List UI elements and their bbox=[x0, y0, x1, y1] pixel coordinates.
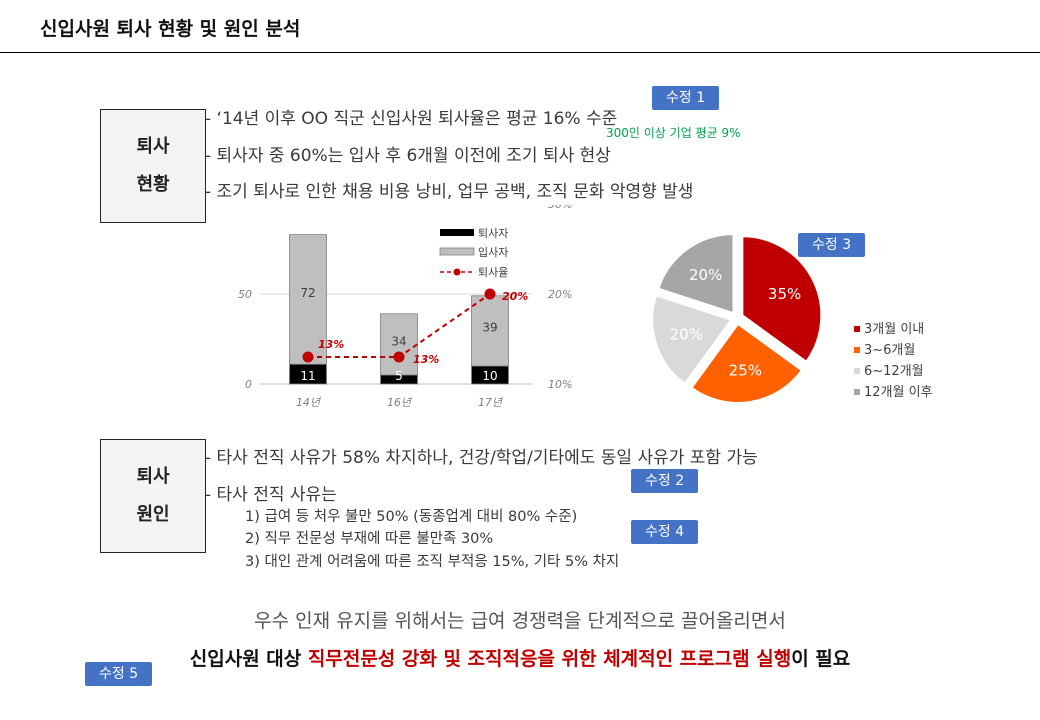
title-divider bbox=[0, 52, 1040, 53]
pie-legend-label: 3~6개월 bbox=[864, 343, 915, 358]
hire-resign-combo-chart: 0 50 10% 20% 30% 11 72 14년 5 34 16년 10 39 17년 13% 13% 20… bbox=[238, 205, 572, 409]
legend-label-hire: 입사자 bbox=[478, 246, 508, 259]
revision-badge-4[interactable]: 수정 4 bbox=[631, 520, 699, 544]
x-tick-label: 16년 bbox=[387, 396, 413, 409]
legend-label-rate: 퇴사율 bbox=[478, 266, 508, 279]
label-resign-count: 11 bbox=[300, 369, 315, 383]
label-hire-count: 72 bbox=[300, 286, 315, 300]
conclusion-line-1: 우수 인재 유지를 위해서는 급여 경쟁력을 단계적으로 끌어올리면서 bbox=[254, 610, 786, 632]
left-tick-label: 0 bbox=[245, 378, 252, 391]
bar-hire-16년 bbox=[380, 313, 418, 376]
x-tick-label: 17년 bbox=[478, 396, 504, 409]
pie-legend-swatch-0 bbox=[854, 326, 860, 332]
status-label-line1: 퇴사 bbox=[136, 136, 170, 157]
rate-label: 20% bbox=[502, 290, 528, 303]
pie-legend-swatch-3 bbox=[854, 389, 860, 395]
cause-section-label: 퇴사 원인 bbox=[100, 439, 206, 553]
cause-label-line2: 원인 bbox=[136, 504, 170, 525]
legend-marker-rate bbox=[453, 268, 461, 276]
left-tick-label: 50 bbox=[238, 288, 252, 301]
revision-badge-1[interactable]: 수정 1 bbox=[652, 86, 720, 110]
cause-bullet-1: - 타사 전직 사유가 58% 차지하나, 건강/학업/기타에도 동일 사유가 … bbox=[205, 448, 758, 468]
status-label-line2: 현황 bbox=[136, 174, 170, 195]
revision-badge-2[interactable]: 수정 2 bbox=[631, 469, 699, 493]
conclusion-suffix: 이 필요 bbox=[791, 648, 851, 670]
bar-hire-17년 bbox=[471, 295, 509, 367]
status-bullet-1: - ‘14년 이후 OO 직군 신입사원 퇴사율은 평균 16% 수준 bbox=[205, 109, 618, 129]
pie-value-label: 20% bbox=[689, 266, 722, 284]
conclusion-prefix: 신입사원 대상 bbox=[189, 648, 308, 670]
bar-hire-14년 bbox=[289, 234, 327, 365]
rate-label: 13% bbox=[318, 338, 344, 351]
legend-label-resign: 퇴사자 bbox=[478, 227, 508, 240]
pie-legend-label: 3개월 이내 bbox=[864, 322, 924, 337]
rate-point-14년 bbox=[302, 351, 314, 363]
pie-slice-1 bbox=[690, 322, 804, 404]
industry-average-note: 300인 이상 기업 평균 9% bbox=[606, 126, 741, 140]
label-hire-count: 34 bbox=[391, 334, 406, 348]
right-tick-label: 20% bbox=[548, 288, 572, 301]
legend-swatch-resign bbox=[440, 229, 474, 236]
status-bullet-2: - 퇴사자 중 60%는 입사 후 6개월 이전에 조기 퇴사 현상 bbox=[205, 146, 611, 166]
conclusion-highlight: 직무전문성 강화 및 조직적응을 위한 체계적인 프로그램 실행 bbox=[307, 648, 792, 670]
status-section-label: 퇴사 현황 bbox=[100, 109, 206, 223]
pie-legend-label: 12개월 이후 bbox=[864, 385, 933, 400]
cause-bullet-2: - 타사 전직 사유는 bbox=[205, 485, 337, 505]
cause-sub-item-2: 2) 직무 전문성 부재에 따른 불만족 30% bbox=[245, 531, 494, 547]
page-title: 신입사원 퇴사 현황 및 원인 분석 bbox=[40, 18, 301, 40]
pie-slice-3 bbox=[657, 233, 735, 315]
conclusion-line-2: 신입사원 대상 직무전문성 강화 및 조직적응을 위한 체계적인 프로그램 실행… bbox=[0, 644, 1040, 671]
pie-legend-swatch-1 bbox=[854, 347, 860, 353]
pie-legend-label: 6~12개월 bbox=[864, 364, 924, 379]
cause-sub-item-3: 3) 대인 관계 어려움에 따른 조직 부적응 15%, 기타 5% 차지 bbox=[245, 554, 620, 570]
rate-label: 13% bbox=[413, 353, 439, 366]
pie-slice-0 bbox=[741, 235, 823, 364]
cause-sub-item-1: 1) 급여 등 처우 불만 50% (동종업계 대비 80% 수준) bbox=[245, 509, 578, 525]
pie-value-label: 35% bbox=[768, 285, 801, 303]
right-tick-label: 30% bbox=[548, 205, 572, 211]
pie-legend-swatch-2 bbox=[854, 368, 860, 374]
pie-slice-2 bbox=[651, 294, 733, 386]
revision-badge-5[interactable]: 수정 5 bbox=[85, 662, 153, 686]
label-resign-count: 5 bbox=[395, 369, 403, 383]
right-tick-label: 10% bbox=[548, 378, 572, 391]
resign-timing-pie-chart: 35% 25% 20% 20% 3개월 이내 3~6개월 6~12개월 12개월 이후 bbox=[651, 233, 933, 404]
pie-value-label: 25% bbox=[729, 362, 762, 380]
label-hire-count: 39 bbox=[482, 320, 497, 334]
legend-swatch-hire bbox=[439, 247, 475, 256]
rate-point-16년 bbox=[393, 351, 405, 363]
revision-badge-3[interactable]: 수정 3 bbox=[798, 233, 866, 257]
pie-value-label: 20% bbox=[670, 326, 703, 344]
status-bullet-3: - 조기 퇴사로 인한 채용 비용 낭비, 업무 공백, 조직 문화 악영향 발… bbox=[205, 182, 694, 202]
x-tick-label: 14년 bbox=[296, 396, 322, 409]
label-resign-count: 10 bbox=[482, 369, 497, 383]
cause-label-line1: 퇴사 bbox=[136, 466, 170, 487]
rate-point-17년 bbox=[484, 288, 496, 300]
